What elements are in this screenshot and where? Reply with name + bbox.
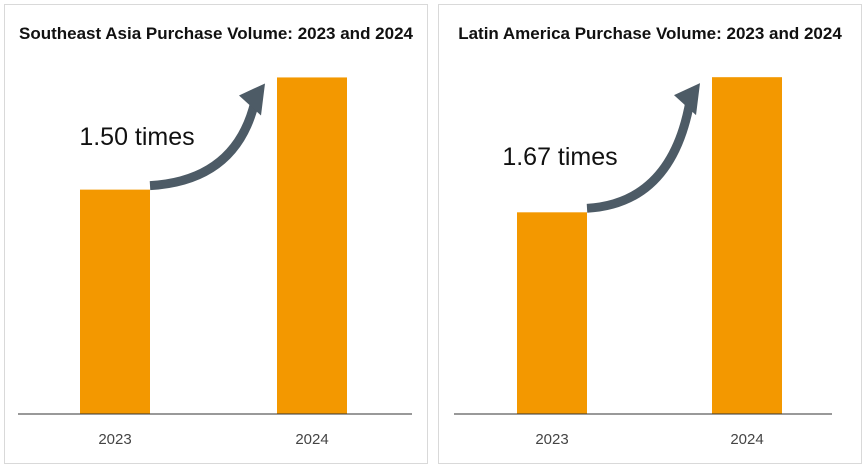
bar-2023 [517, 212, 587, 414]
growth-arrow [586, 100, 695, 213]
chart-svg: 2023 2024 1.50 times [18, 77, 412, 448]
growth-multiplier-label: 1.67 times [502, 143, 617, 171]
growth-arrow [149, 100, 260, 191]
x-tick-label: 2024 [295, 431, 328, 448]
x-tick-label: 2023 [98, 431, 131, 448]
chart-panel-latin-america: Latin America Purchase Volume: 2023 and … [438, 4, 862, 464]
growth-arrow-head [239, 83, 265, 116]
bar-2024 [712, 77, 782, 414]
x-tick-label: 2024 [730, 431, 763, 448]
growth-arrow-head [674, 83, 700, 116]
chart-title: Southeast Asia Purchase Volume: 2023 and… [19, 24, 413, 43]
chart-panel-southeast-asia: Southeast Asia Purchase Volume: 2023 and… [4, 4, 428, 464]
bar-2024 [277, 77, 347, 414]
chart-svg: 2023 2024 1.67 times [454, 77, 832, 448]
bar-2023 [80, 189, 150, 414]
x-tick-label: 2023 [535, 431, 568, 448]
growth-multiplier-label: 1.50 times [79, 123, 194, 151]
chart-title: Latin America Purchase Volume: 2023 and … [458, 24, 842, 43]
